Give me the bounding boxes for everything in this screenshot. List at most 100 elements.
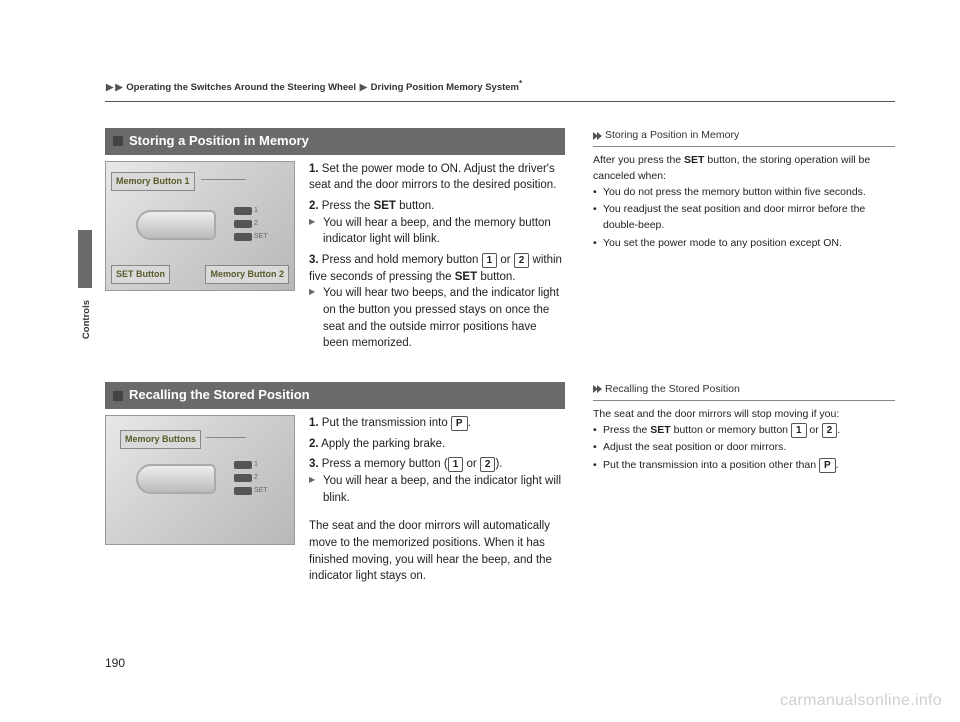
door-handle-shape — [136, 464, 216, 494]
section-heading-storing: Storing a Position in Memory — [105, 128, 565, 155]
key-icon: 1 — [791, 423, 807, 438]
chevron-right-icon: ▶ — [106, 82, 113, 93]
bold-text: SET — [374, 200, 396, 212]
breadcrumb-seg: Operating the Switches Around the Steeri… — [126, 82, 356, 93]
paragraph: The seat and the door mirrors will autom… — [309, 518, 565, 585]
callout-label: Memory Button 2 — [205, 265, 289, 284]
substep: You will hear a beep, and the indicator … — [309, 473, 565, 506]
step: 1. Put the transmission into P. — [309, 415, 565, 432]
instructions: 1. Set the power mode to ON. Adjust the … — [309, 161, 565, 356]
asterisk: * — [519, 79, 522, 88]
page-number: 190 — [105, 655, 125, 672]
chevron-right-icon: ▶ — [115, 82, 122, 93]
step: 2. Apply the parking brake. — [309, 436, 565, 453]
memory-button-cluster: 1 2 SET — [234, 206, 268, 245]
sidebar-heading: Recalling the Stored Position — [593, 382, 895, 401]
play-icon — [597, 132, 602, 140]
door-panel-illustration: Memory Button 1 1 2 SET SET Button Memor… — [105, 161, 295, 291]
step-text: . — [468, 417, 471, 429]
list-item: Press the SET button or memory button 1 … — [593, 423, 895, 439]
step-num: 3. — [309, 254, 319, 266]
chevron-right-icon: ▶ — [360, 82, 367, 93]
sidebar-column: Storing a Position in Memory After you p… — [593, 128, 895, 611]
text: Press the — [603, 424, 650, 436]
sidebar-block: After you press the SET button, the stor… — [593, 153, 895, 252]
step-num: 1. — [309, 417, 319, 429]
watermark: carmanualsonline.info — [780, 689, 942, 712]
section-title: Storing a Position in Memory — [129, 132, 309, 151]
key-icon: 1 — [482, 253, 498, 268]
callout-label: Memory Button 1 — [111, 172, 195, 191]
text: . — [836, 459, 839, 471]
instructions: 1. Put the transmission into P. 2. Apply… — [309, 415, 565, 585]
main-column: Storing a Position in Memory Memory Butt… — [105, 128, 565, 611]
step-text: or — [463, 458, 480, 470]
step-text: Put the transmission into — [322, 417, 451, 429]
step-text: button. — [396, 200, 434, 212]
sidebar-heading: Storing a Position in Memory — [593, 128, 895, 147]
step-text: Press and hold memory button — [322, 254, 482, 266]
sidebar-title: Storing a Position in Memory — [605, 128, 739, 143]
breadcrumb: ▶▶ Operating the Switches Around the Ste… — [105, 78, 895, 102]
chapter-label: Controls — [80, 300, 94, 339]
key-icon: 1 — [448, 457, 464, 472]
step-num: 3. — [309, 458, 319, 470]
step-text: Apply the parking brake. — [321, 438, 445, 450]
step-num: 2. — [309, 438, 319, 450]
callout-label: SET Button — [111, 265, 170, 284]
key-icon: 2 — [480, 457, 496, 472]
step: 2. Press the SET button. You will hear a… — [309, 198, 565, 248]
sidebar-intro: After you press the SET button, the stor… — [593, 153, 895, 185]
step: 3. Press and hold memory button 1 or 2 w… — [309, 252, 565, 352]
bold-text: SET — [650, 424, 670, 436]
list-item: Adjust the seat position or door mirrors… — [593, 440, 895, 456]
square-bullet-icon — [113, 391, 123, 401]
play-icon — [597, 385, 602, 393]
memory-button-cluster: 1 2 SET — [234, 460, 268, 499]
chapter-tab — [78, 230, 92, 288]
step-text: or — [497, 254, 514, 266]
square-bullet-icon — [113, 136, 123, 146]
step-text: button. — [477, 271, 515, 283]
bold-text: SET — [684, 154, 704, 166]
step-num: 1. — [309, 163, 319, 175]
text: or — [807, 424, 822, 436]
key-icon: P — [451, 416, 468, 431]
step-text: Press the — [322, 200, 374, 212]
substep: You will hear a beep, and the memory but… — [309, 215, 565, 248]
bold-text: SET — [455, 271, 477, 283]
key-icon: P — [819, 458, 836, 473]
leader-line — [206, 437, 246, 438]
step-text: ). — [495, 458, 502, 470]
breadcrumb-seg: Driving Position Memory System — [371, 82, 519, 93]
sidebar-block: The seat and the door mirrors will stop … — [593, 407, 895, 474]
section-block: Memory Buttons 1 2 SET 1. Put the transm… — [105, 415, 565, 585]
section-heading-recalling: Recalling the Stored Position — [105, 382, 565, 409]
text: button or memory button — [671, 424, 791, 436]
callout-label: Memory Buttons — [120, 430, 201, 449]
list-item: You do not press the memory button withi… — [593, 185, 895, 201]
door-handle-shape — [136, 210, 216, 240]
list-item: You readjust the seat position and door … — [593, 202, 895, 234]
text: After you press the — [593, 154, 684, 166]
door-panel-illustration: Memory Buttons 1 2 SET — [105, 415, 295, 545]
text: Put the transmission into a position oth… — [603, 459, 819, 471]
step-text: Set the power mode to ON. Adjust the dri… — [309, 163, 556, 192]
step: 3. Press a memory button (1 or 2). You w… — [309, 456, 565, 506]
text: . — [837, 424, 840, 436]
substep: You will hear two beeps, and the indicat… — [309, 285, 565, 352]
content-columns: Storing a Position in Memory Memory Butt… — [105, 128, 895, 611]
sidebar-title: Recalling the Stored Position — [605, 382, 740, 397]
step-text: Press a memory button ( — [322, 458, 448, 470]
page-content: ▶▶ Operating the Switches Around the Ste… — [105, 78, 895, 611]
step-num: 2. — [309, 200, 319, 212]
list-item: You set the power mode to any position e… — [593, 236, 895, 252]
leader-line — [201, 179, 246, 180]
step: 1. Set the power mode to ON. Adjust the … — [309, 161, 565, 194]
key-icon: 2 — [514, 253, 530, 268]
key-icon: 2 — [822, 423, 838, 438]
section-block: Memory Button 1 1 2 SET SET Button Memor… — [105, 161, 565, 356]
list-item: Put the transmission into a position oth… — [593, 458, 895, 474]
sidebar-intro: The seat and the door mirrors will stop … — [593, 407, 895, 423]
section-title: Recalling the Stored Position — [129, 386, 310, 405]
